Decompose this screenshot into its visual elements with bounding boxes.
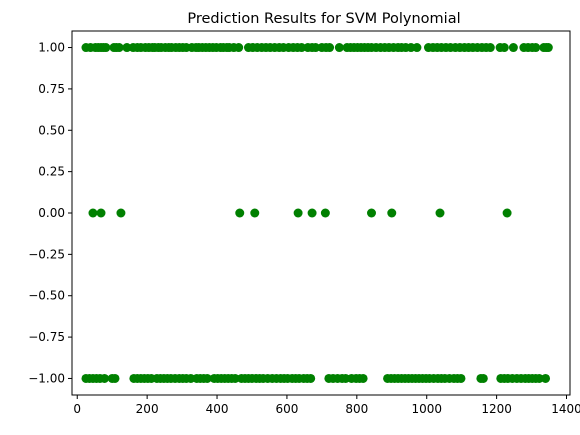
x-axis: 0 200 400 600 800 1000 1200 1400 — [73, 395, 580, 416]
data-point — [320, 208, 330, 218]
data-point — [96, 208, 106, 218]
data-point — [499, 43, 509, 53]
y-tick-label: −0.25 — [28, 247, 65, 261]
data-point — [110, 373, 120, 383]
chart-title: Prediction Results for SVM Polynomial — [187, 11, 460, 27]
data-point — [307, 208, 317, 218]
data-point — [358, 373, 368, 383]
y-tick-label: 1.00 — [38, 41, 65, 55]
data-point — [230, 373, 240, 383]
data-point — [306, 373, 316, 383]
x-tick-label: 1400 — [551, 402, 580, 416]
y-tick-label: −0.75 — [28, 330, 65, 344]
data-point — [250, 208, 260, 218]
data-point — [543, 43, 553, 53]
y-tick-label: 0.25 — [38, 165, 65, 179]
data-point — [100, 373, 109, 383]
x-tick-label: 800 — [345, 402, 368, 416]
data-point — [367, 208, 376, 218]
data-point — [541, 373, 551, 383]
data-point — [435, 208, 445, 218]
data-point — [311, 43, 321, 53]
data-point — [387, 208, 397, 218]
data-point — [101, 43, 111, 53]
data-point — [485, 43, 495, 53]
data-point — [531, 43, 541, 53]
data-point — [116, 208, 126, 218]
data-point — [235, 208, 245, 218]
data-point — [297, 43, 307, 53]
data-point — [502, 208, 512, 218]
scatter-points — [81, 43, 553, 383]
data-point — [456, 373, 466, 383]
data-point — [122, 43, 132, 53]
data-point — [202, 373, 212, 383]
x-tick-label: 600 — [275, 402, 298, 416]
y-tick-label: 0.00 — [38, 206, 65, 220]
y-tick-label: 0.50 — [38, 123, 65, 137]
data-point — [114, 43, 124, 53]
x-tick-label: 200 — [136, 402, 159, 416]
data-point — [534, 373, 544, 383]
data-point — [478, 373, 488, 383]
x-tick-label: 1200 — [481, 402, 512, 416]
data-point — [234, 43, 244, 53]
y-axis: 1.00 0.75 0.50 0.25 0.00 −0.25 −0.50 −0.75 −1.00 — [28, 41, 72, 385]
x-tick-label: 1000 — [411, 402, 442, 416]
y-tick-label: −0.50 — [28, 289, 65, 303]
data-point — [293, 208, 303, 218]
data-point — [412, 43, 422, 53]
data-point — [334, 43, 344, 53]
x-tick-label: 400 — [206, 402, 229, 416]
data-point — [88, 208, 98, 218]
y-tick-label: 0.75 — [38, 82, 65, 96]
x-tick-label: 0 — [73, 402, 81, 416]
data-point — [508, 43, 518, 53]
y-tick-label: −1.00 — [28, 371, 65, 385]
data-point — [325, 43, 335, 53]
